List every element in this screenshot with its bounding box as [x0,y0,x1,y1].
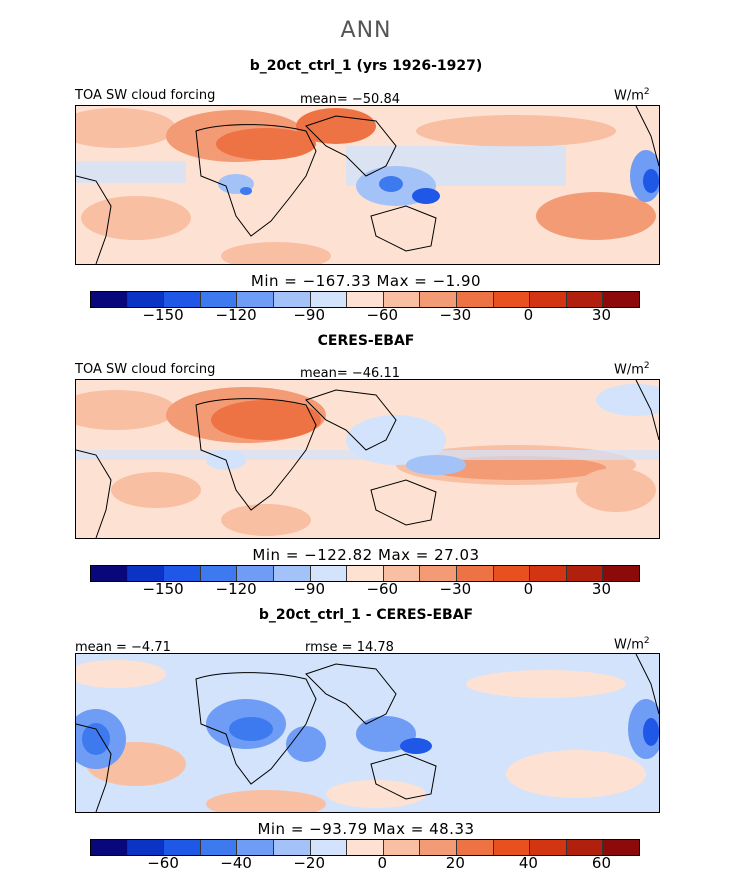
colorbar-swatch [127,566,165,581]
panel-title-model: b_20ct_ctrl_1 (yrs 1926-1927) [249,58,483,74]
colorbar-tick-label: 40 [518,854,538,872]
colorbar-tick-label: −60 [147,854,179,872]
colorbar-swatch [237,566,274,581]
panel2-colorbar-ticks: −150 −120 −90 −60 −30 0 30 [90,580,638,598]
colorbar-tick-label: 0 [523,306,534,324]
colorbar-swatch [456,292,494,307]
colorbar-tick-label: 20 [445,854,465,872]
panel2-minmax: Min = −122.82 Max = 27.03 [252,546,480,564]
colorbar-tick-label: −120 [215,580,257,598]
panel3-rmse-label: rmse = 14.78 [305,640,394,655]
panel3-map-field [76,654,659,812]
colorbar-swatch [420,840,457,855]
colorbar-tick-label: −90 [293,306,326,324]
panel1-minmax: Min = −167.33 Max = −1.90 [250,272,482,290]
colorbar-tick-label: −30 [439,580,472,598]
colorbar-swatch [383,292,421,307]
colorbar-swatch [347,292,384,307]
colorbar-swatch [310,292,348,307]
panel2-units-label: W/m2 [614,361,650,378]
colorbar-swatch [127,292,165,307]
colorbar-swatch [273,840,311,855]
panel1-colorbar-ticks: −150 −120 −90 −60 −30 0 30 [90,306,638,324]
colorbar-tick-label: −60 [366,306,399,324]
colorbar-tick-label: −20 [293,854,326,872]
colorbar-swatch [164,292,201,307]
colorbar-swatch [347,840,384,855]
colorbar-swatch [420,292,457,307]
colorbar-swatch [530,840,567,855]
colorbar-swatch [91,292,128,307]
panel-title-obs: CERES-EBAF [317,333,415,349]
colorbar-swatch [347,566,384,581]
colorbar-swatch [310,566,348,581]
panel1-units-label: W/m2 [614,87,650,104]
colorbar-tick-label: −40 [220,854,252,872]
colorbar-swatch [493,566,531,581]
colorbar-swatch [530,566,567,581]
panel1-colorbar [90,291,640,308]
colorbar-swatch [237,840,274,855]
colorbar-tick-label: −150 [142,306,184,324]
panel1-map-field [76,106,659,264]
colorbar-swatch [164,840,201,855]
panel3-colorbar [90,839,640,856]
colorbar-swatch [273,566,311,581]
panel1-variable-label: TOA SW cloud forcing [75,88,216,103]
colorbar-swatch [456,566,494,581]
colorbar-tick-label: 30 [591,580,611,598]
colorbar-swatch [566,566,604,581]
panel1-mean-label: mean= −50.84 [300,92,401,107]
colorbar-tick-label: −30 [439,306,472,324]
colorbar-swatch [91,566,128,581]
colorbar-swatch [456,840,494,855]
colorbar-swatch [383,840,421,855]
colorbar-swatch [383,566,421,581]
colorbar-swatch [200,292,238,307]
colorbar-swatch [200,840,238,855]
colorbar-tick-label: 0 [377,854,388,872]
colorbar-tick-label: −150 [142,580,184,598]
colorbar-tick-label: 30 [591,306,611,324]
colorbar-swatch [530,292,567,307]
colorbar-swatch [493,840,531,855]
colorbar-swatch [566,292,604,307]
panel2-mean-label: mean= −46.11 [300,366,401,381]
panel3-minmax: Min = −93.79 Max = 48.33 [257,820,475,838]
panel2-colorbar [90,565,640,582]
colorbar-swatch [200,566,238,581]
colorbar-swatch [420,566,457,581]
colorbar-swatch [603,292,639,307]
colorbar-tick-label: −120 [215,306,257,324]
colorbar-swatch [237,292,274,307]
panel3-units-label: W/m2 [614,636,650,653]
colorbar-swatch [91,840,128,855]
main-title: ANN [340,18,392,43]
colorbar-tick-label: 60 [591,854,611,872]
colorbar-swatch [603,566,639,581]
colorbar-swatch [603,840,639,855]
colorbar-tick-label: 0 [523,580,534,598]
colorbar-swatch [493,292,531,307]
colorbar-swatch [164,566,201,581]
panel2-map [75,379,660,539]
colorbar-tick-label: −60 [366,580,399,598]
panel3-colorbar-ticks: −60 −40 −20 0 20 40 60 [90,854,638,872]
colorbar-tick-label: −90 [293,580,326,598]
colorbar-swatch [310,840,348,855]
panel2-map-field [76,380,659,538]
panel3-map [75,653,660,813]
panel3-mean-label: mean = −4.71 [75,640,171,655]
panel2-variable-label: TOA SW cloud forcing [75,362,216,377]
panel-title-diff: b_20ct_ctrl_1 - CERES-EBAF [258,607,474,623]
colorbar-swatch [566,840,604,855]
colorbar-swatch [273,292,311,307]
colorbar-swatch [127,840,165,855]
panel1-map [75,105,660,265]
